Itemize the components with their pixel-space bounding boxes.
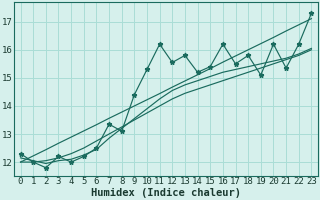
X-axis label: Humidex (Indice chaleur): Humidex (Indice chaleur) xyxy=(91,188,241,198)
